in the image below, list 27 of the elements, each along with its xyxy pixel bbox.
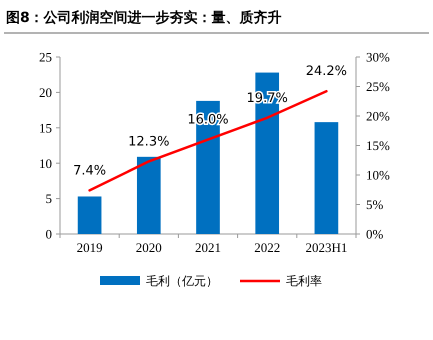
y-tick-label: 0 <box>46 226 52 242</box>
y2-tick-label: 5% <box>366 197 384 212</box>
bar <box>136 156 161 234</box>
y2-tick-label: 15% <box>366 138 390 154</box>
y2-tick-label: 30% <box>366 50 390 65</box>
data-label: 24.2% <box>306 64 348 80</box>
y2-tick-label: 10% <box>366 168 390 183</box>
x-tick-label: 2019 <box>76 240 103 255</box>
data-label: 7.4% <box>73 163 106 178</box>
y-tick-label: 15 <box>39 120 52 136</box>
bar <box>314 122 338 234</box>
y-tick-label: 20 <box>39 84 52 100</box>
y2-tick-label: 20% <box>366 108 390 124</box>
legend-label: 毛利（亿元） <box>146 274 218 288</box>
y-tick-label: 10 <box>39 156 52 171</box>
x-tick-label: 2021 <box>195 240 221 255</box>
legend-label: 毛利率 <box>286 274 322 288</box>
x-tick-label: 2023H1 <box>305 240 348 255</box>
y-tick-label: 5 <box>46 191 52 206</box>
data-label: 12.3% <box>128 134 170 150</box>
bar <box>78 196 102 234</box>
x-tick-label: 2022 <box>254 240 280 255</box>
y-tick-label: 25 <box>39 50 52 65</box>
chart-title: 图8：公司利润空间进一步夯实：量、质齐升 <box>6 9 282 26</box>
y2-tick-label: 0% <box>366 226 384 242</box>
x-tick-label: 2020 <box>136 240 162 255</box>
y2-tick-label: 25% <box>366 79 390 94</box>
